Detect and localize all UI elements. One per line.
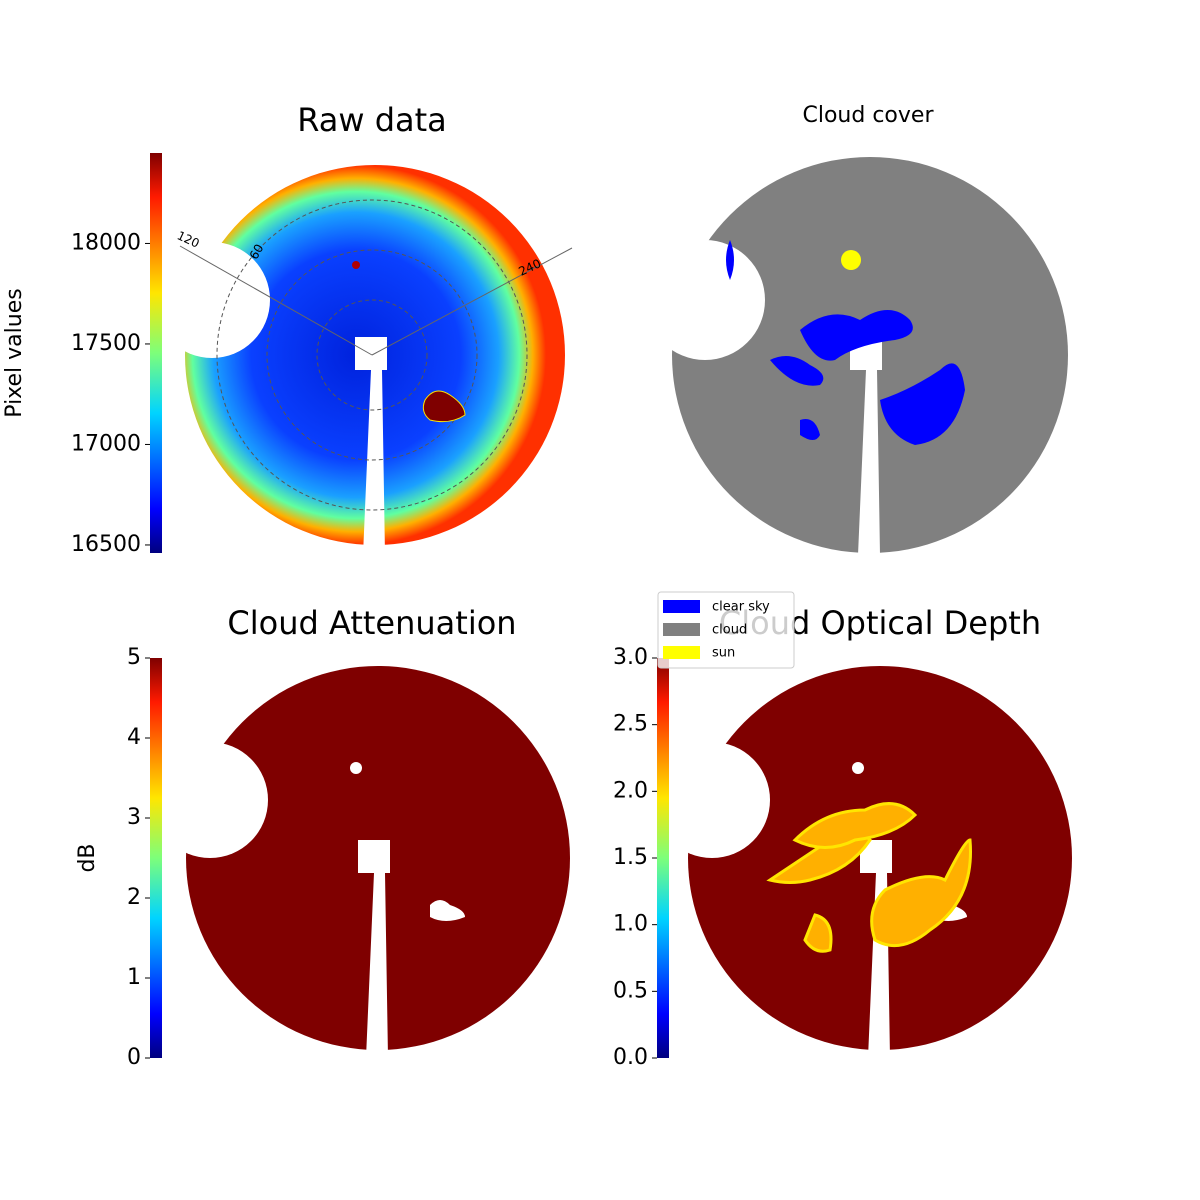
sun-mask — [430, 900, 465, 921]
colorbar-tick-label: 17000 — [71, 431, 141, 456]
legend-label: clear sky — [712, 600, 770, 615]
panel: Cloud cover — [645, 103, 1068, 555]
clear-sky-region — [880, 363, 965, 445]
mast-mask — [355, 337, 387, 555]
panel-title: Cloud cover — [803, 103, 935, 128]
colorbar-tick-label: 1.5 — [613, 845, 648, 870]
grid-circle — [216, 199, 528, 511]
colorbar-tick-label: 2.0 — [613, 778, 648, 803]
grid-circle — [316, 299, 428, 411]
colorbar-tick-label: 16500 — [71, 532, 141, 557]
colorbar — [150, 658, 162, 1058]
colorbar-tick-label: 1.0 — [613, 912, 648, 937]
legend-swatch — [663, 623, 700, 636]
azimuth-line — [179, 245, 373, 356]
colorbar — [150, 153, 162, 553]
mast-mask — [850, 337, 882, 555]
legend-label: cloud — [712, 623, 747, 638]
colorbar-tick-label: 18000 — [71, 230, 141, 255]
sun-marker — [352, 261, 360, 269]
legend-swatch — [663, 646, 700, 659]
colorbar-tick-label: 0.0 — [613, 1045, 648, 1070]
mask-notch — [645, 240, 765, 360]
angle-label: 60 — [247, 242, 267, 262]
colorbar-tick-label: 2.5 — [613, 712, 648, 737]
legend-label: sun — [712, 646, 735, 661]
colorbar — [657, 658, 669, 1058]
colorbar-tick-label: 3 — [127, 805, 141, 830]
clear-sky-region — [800, 419, 820, 440]
sun-mask — [852, 762, 864, 774]
sun-region — [841, 250, 861, 270]
legend-swatch — [663, 600, 700, 613]
colorbar-tick-label: 4 — [127, 725, 141, 750]
cloud-patch — [422, 390, 466, 423]
colorbar-tick-label: 2 — [127, 885, 141, 910]
panel: Cloud Attenuation 0 1 2 3 4 5 dB — [75, 604, 570, 1070]
mask-notch — [152, 742, 268, 858]
colorbar-tick-label: 17500 — [71, 331, 141, 356]
azimuth-line — [371, 247, 573, 356]
colorbar-tick-label: 0.5 — [613, 978, 648, 1003]
grid-circle — [266, 249, 478, 461]
optical-depth-region — [870, 838, 972, 948]
colorbar-label: dB — [75, 843, 100, 872]
mask-notch — [654, 742, 770, 858]
clear-sky-region — [726, 240, 734, 280]
optical-depth-region — [803, 913, 833, 953]
colorbar-tick-label: 3.0 — [613, 645, 648, 670]
colorbar-label: Pixel values — [2, 288, 27, 417]
colorbar-tick-label: 5 — [127, 645, 141, 670]
panel-title: Cloud Attenuation — [227, 604, 516, 642]
mast-mask — [358, 840, 390, 1058]
colorbar-tick-label: 0 — [127, 1045, 141, 1070]
clear-sky-region — [770, 356, 824, 386]
mask-notch — [154, 242, 270, 358]
optical-depth-region — [792, 802, 918, 849]
sun-mask — [350, 762, 362, 774]
panel-title: Raw data — [297, 101, 447, 139]
clear-sky-region — [800, 310, 913, 361]
colorbar-tick-label: 1 — [127, 965, 141, 990]
